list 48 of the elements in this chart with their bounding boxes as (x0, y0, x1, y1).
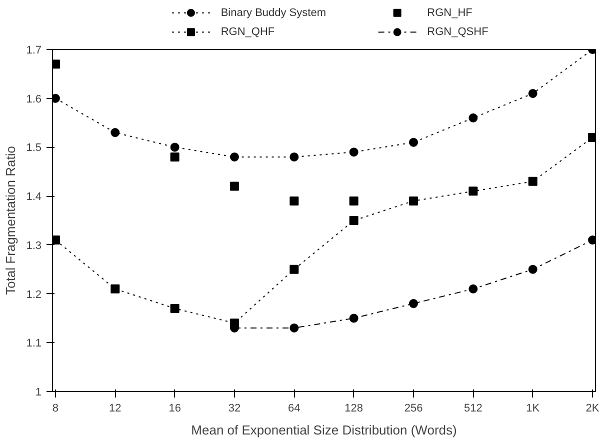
x-tick-label: 32 (228, 402, 241, 414)
point (349, 314, 358, 323)
y-tick-label: 1.5 (26, 142, 42, 154)
y-tick-label: 1.4 (26, 191, 42, 204)
point (230, 152, 239, 162)
x-tick-label: 512 (464, 402, 482, 414)
point (349, 196, 358, 206)
y-tick-label: 1.6 (26, 93, 42, 106)
y-tick-label: 1.3 (26, 240, 42, 252)
point (290, 152, 299, 162)
point (290, 264, 299, 274)
point (170, 142, 180, 152)
legend-label: RGN_QHF (220, 26, 275, 38)
point (468, 113, 478, 122)
point (409, 196, 418, 206)
x-tick-label: 64 (288, 402, 300, 414)
point (528, 88, 538, 98)
point (409, 138, 418, 147)
x-tick-label: 256 (404, 402, 423, 414)
x-tick-label: 1K (526, 402, 540, 414)
y-tick-label: 1.2 (26, 288, 42, 301)
x-tick-label: 128 (344, 402, 364, 414)
y-tick-label: 1 (35, 386, 42, 398)
point (290, 196, 299, 206)
point (230, 182, 239, 191)
point (528, 176, 538, 186)
y-axis-title: Total Fragmentation Ratio (3, 146, 18, 295)
x-tick-label: 2K (586, 402, 600, 414)
x-axis-title: Mean of Exponential Size Distribution (Words) (191, 422, 457, 438)
legend-label: Binary Buddy System (220, 6, 326, 19)
point (528, 264, 538, 274)
point (409, 299, 418, 308)
point (170, 152, 180, 162)
x-tick-label: 16 (168, 402, 181, 414)
point (349, 148, 358, 157)
point (110, 284, 120, 294)
x-tick-label: 12 (109, 402, 122, 414)
legend-label: RGN_HF (427, 6, 473, 19)
point (468, 186, 478, 196)
x-tick-label: 8 (52, 402, 59, 414)
point (349, 216, 358, 225)
y-tick-label: 1.1 (26, 338, 42, 350)
legend-label: RGN_QSHF (427, 26, 489, 38)
point (110, 128, 120, 138)
point (290, 323, 299, 332)
point (468, 284, 478, 294)
y-tick-label: 1.7 (26, 44, 42, 56)
point (170, 304, 180, 313)
